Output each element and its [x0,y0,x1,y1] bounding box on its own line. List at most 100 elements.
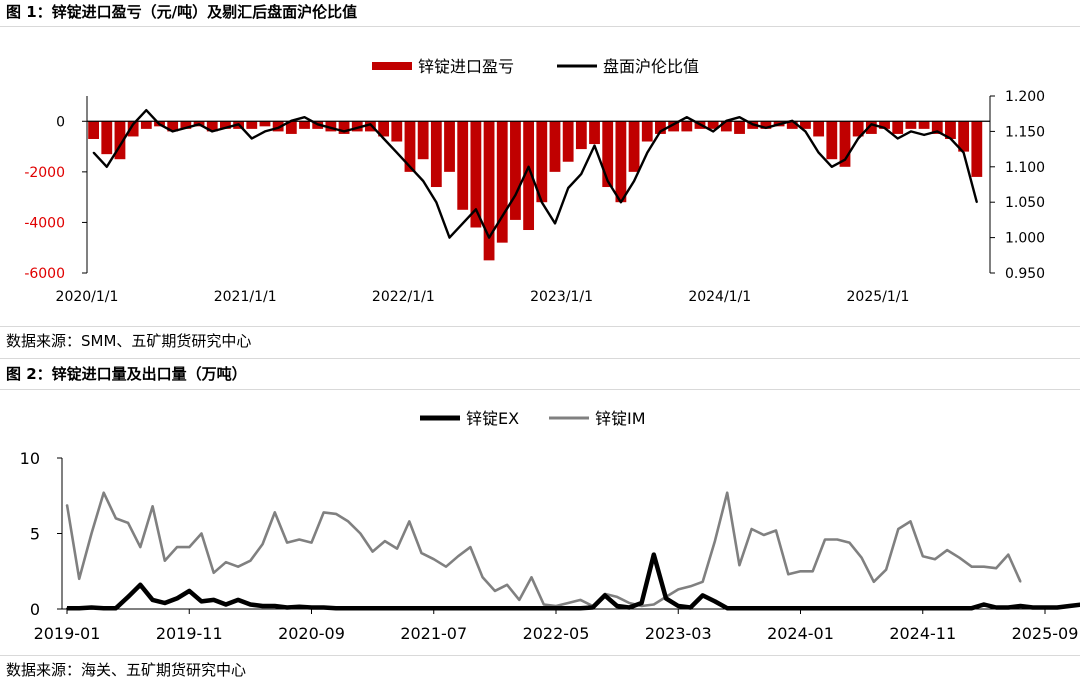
series-ex-line-point [310,606,313,609]
series-im-line-point [432,558,435,560]
series-ex-line-point [1019,605,1022,607]
line-point [619,201,622,204]
legend-bar-swatch [372,62,412,70]
series-ex-line-point [164,602,166,604]
line-point [277,126,280,129]
chart2-title-rule [0,389,1080,390]
bar [299,121,310,129]
line-point [264,130,266,133]
bar [510,121,521,220]
series-im-line-point [494,590,496,592]
series-im-line-point [946,549,948,551]
series-ex-line-point [225,603,227,606]
line-point [857,137,860,140]
series-ex-line-point [396,607,398,610]
series-ex-line-point [1068,605,1071,607]
chart2-title: 图 2：锌锭进口量及出口量（万吨） [6,365,247,383]
series-ex-line-point [946,607,948,610]
series-ex-line-point [897,607,900,610]
y-right-tick-label: 1.100 [1005,160,1045,176]
line-point [659,130,662,133]
y-left-tick-label: -2000 [24,165,65,181]
series-im-line-point [714,540,716,542]
bar [391,121,403,142]
bar [496,121,508,243]
bar [655,121,666,134]
x-tick-label: 2024-01 [767,624,834,643]
bar [760,121,772,129]
series-ex-line-point [873,607,875,610]
series-im-line-point [322,511,325,514]
series-im-line-point [616,596,618,598]
series-im-line-point [836,538,838,541]
series-im-line-point [799,570,802,573]
series-ex-line-point [359,607,362,610]
series-im-line-point [164,559,166,562]
series-ex-line-point [408,607,411,610]
line-point [119,144,121,147]
bar [536,121,548,203]
series-ex-line-point [90,606,93,609]
series-im-line-point [151,505,154,508]
chart2-svg: 锌锭EX 锌锭IM 10 5 0 2019-01 2019-11 2020-09 2021-07… [20,409,1080,643]
x-tick-label: 2023-03 [645,624,712,643]
series-ex-line-point [677,605,680,607]
line-point [211,130,214,133]
series-im-line-point [359,532,362,535]
line-point [369,123,372,126]
series-ex-line-point [763,607,765,610]
chart1-source: 数据来源：SMM、五矿期货研究中心 [6,332,252,350]
series-ex-line [67,552,1080,611]
series-im-line-point [249,559,252,562]
series-im-line-point [445,565,447,568]
series-im-line-point [958,556,961,559]
series-im-line-point [726,491,728,494]
series-im-line-point [775,529,777,532]
bar [628,121,640,172]
line-point [633,180,635,182]
series-ex-line-point [518,607,521,610]
series-im-line-point [127,522,129,524]
series-ex-line-point [836,607,838,610]
line-point [554,222,556,225]
line-point [237,123,240,126]
bar [839,121,851,167]
bar [378,121,390,137]
series-ex-line-point [469,607,472,610]
series-ex-line-point [885,607,887,610]
series-ex-line-point [970,607,973,610]
series-im-line-point [983,565,985,568]
bar [430,121,442,188]
line-point [712,130,715,133]
series-im-line-point [653,603,655,606]
series-ex-line-point [432,607,435,610]
line-point [791,119,794,122]
line-point [501,215,504,218]
series-ex-line-point [115,607,117,610]
series-ex-line-point [298,605,301,608]
line-point [448,236,451,239]
series-im-line-point [860,556,863,559]
series-im-line-point [763,534,765,536]
bar [259,121,271,127]
y-right-tick-label: 1.050 [1005,195,1045,211]
bar [958,121,970,152]
series-im-line-point [824,538,826,541]
series-ex-line-point [909,607,912,610]
bar [417,121,429,160]
series-im-line-point [921,555,924,557]
bar [470,121,482,228]
series-im-line-point [506,584,508,586]
series-im-line-point [90,532,93,535]
line-point [250,137,253,140]
bar [523,121,535,231]
series-ex-line-point [750,607,753,610]
series-im-line-point [396,547,398,550]
x-tick-label: 2020-09 [278,624,345,643]
bar [285,121,297,134]
bar [641,121,653,142]
series-ex-line-point [1056,606,1059,609]
series-im-line-point [212,571,215,574]
series-ex-line-point [102,607,105,610]
bar [786,121,798,129]
